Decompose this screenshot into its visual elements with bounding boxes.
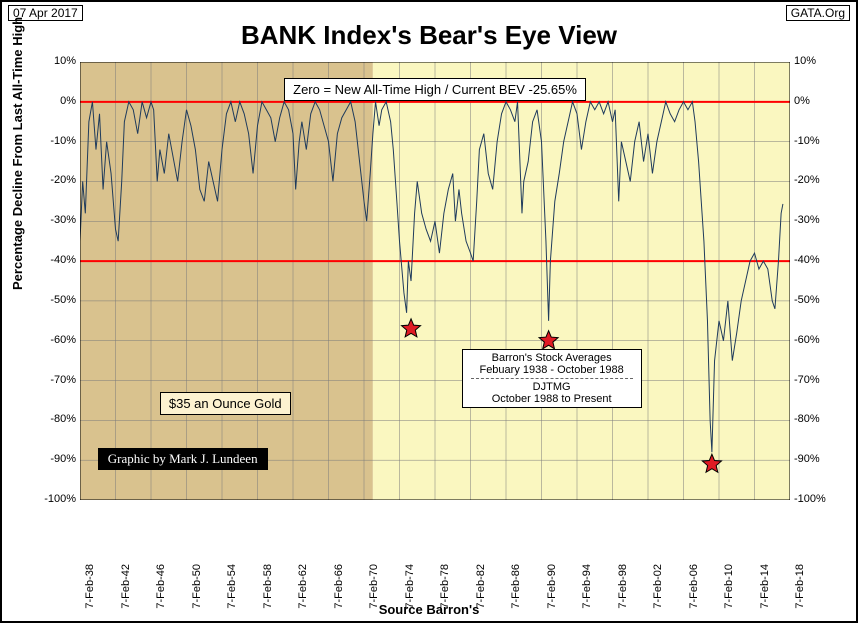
xtick: 7-Feb-66 — [333, 564, 345, 624]
ytick-left: -90% — [36, 453, 76, 465]
ytick-right: -100% — [794, 493, 834, 505]
xtick: 7-Feb-82 — [475, 564, 487, 624]
credit-bar: Graphic by Mark J. Lundeen — [98, 448, 268, 470]
ytick-right: -90% — [794, 453, 834, 465]
xtick: 7-Feb-74 — [404, 564, 416, 624]
ytick-left: -10% — [36, 135, 76, 147]
ytick-right: 0% — [794, 95, 834, 107]
annotation-top: Zero = New All-Time High / Current BEV -… — [284, 78, 586, 101]
xtick: 7-Feb-18 — [794, 564, 806, 624]
ytick-right: -20% — [794, 174, 834, 186]
xtick: 7-Feb-42 — [120, 564, 132, 624]
xtick: 7-Feb-86 — [510, 564, 522, 624]
xtick: 7-Feb-14 — [759, 564, 771, 624]
xtick: 7-Feb-90 — [546, 564, 558, 624]
xtick: 7-Feb-02 — [652, 564, 664, 624]
xtick: 7-Feb-58 — [262, 564, 274, 624]
ytick-right: -50% — [794, 294, 834, 306]
xtick: 7-Feb-70 — [368, 564, 380, 624]
xtick: 7-Feb-46 — [155, 564, 167, 624]
chart-plot — [80, 62, 790, 500]
chart-title: BANK Index's Bear's Eye View — [0, 20, 858, 51]
ytick-left: -50% — [36, 294, 76, 306]
ytick-left: -80% — [36, 413, 76, 425]
ytick-right: -10% — [794, 135, 834, 147]
legend-line: Febuary 1938 - October 1988 — [467, 364, 637, 376]
y-axis-label: Percentage Decline From Last All-Time Hi… — [10, 17, 25, 290]
ytick-left: -20% — [36, 174, 76, 186]
ytick-right: -40% — [794, 254, 834, 266]
xtick: 7-Feb-38 — [84, 564, 96, 624]
legend-divider — [471, 378, 633, 379]
ytick-right: -70% — [794, 374, 834, 386]
xtick: 7-Feb-10 — [723, 564, 735, 624]
ytick-right: 10% — [794, 55, 834, 67]
ytick-left: 0% — [36, 95, 76, 107]
xtick: 7-Feb-78 — [439, 564, 451, 624]
xtick: 7-Feb-94 — [581, 564, 593, 624]
ytick-right: -80% — [794, 413, 834, 425]
legend-line: DJTMG — [467, 381, 637, 393]
ytick-left: 10% — [36, 55, 76, 67]
ytick-right: -60% — [794, 334, 834, 346]
xtick: 7-Feb-62 — [297, 564, 309, 624]
xtick: 7-Feb-06 — [688, 564, 700, 624]
gold-era-label: $35 an Ounce Gold — [160, 392, 291, 415]
ytick-left: -30% — [36, 214, 76, 226]
ytick-left: -100% — [36, 493, 76, 505]
ytick-left: -70% — [36, 374, 76, 386]
ytick-right: -30% — [794, 214, 834, 226]
site-link: GATA.Org — [786, 6, 850, 20]
xtick: 7-Feb-54 — [226, 564, 238, 624]
ytick-left: -40% — [36, 254, 76, 266]
ytick-left: -60% — [36, 334, 76, 346]
xtick: 7-Feb-50 — [191, 564, 203, 624]
legend-line: October 1988 to Present — [467, 393, 637, 405]
xtick: 7-Feb-98 — [617, 564, 629, 624]
legend-line: Barron's Stock Averages — [467, 352, 637, 364]
site-box: GATA.Org — [786, 5, 850, 21]
legend: Barron's Stock AveragesFebuary 1938 - Oc… — [462, 349, 642, 408]
